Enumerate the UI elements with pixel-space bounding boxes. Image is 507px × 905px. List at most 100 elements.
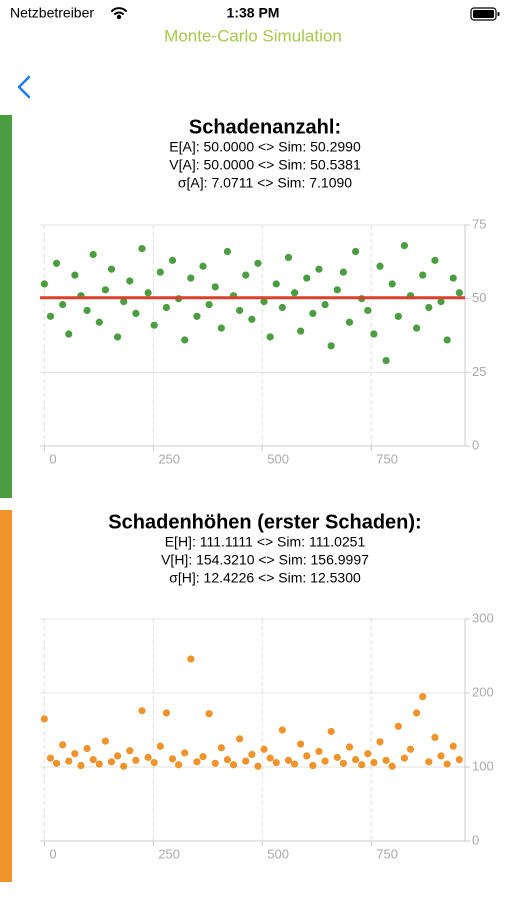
data-point: [284, 253, 293, 262]
data-point: [400, 242, 409, 250]
chart-subtitle: σ[A]: 7.0711 <> Sim: 7.1090: [178, 175, 352, 191]
data-point: [83, 306, 91, 315]
data-point: [376, 738, 384, 746]
data-point: [321, 757, 329, 765]
back-button[interactable]: [17, 75, 31, 99]
data-point: [40, 715, 48, 723]
data-point: [254, 259, 262, 267]
data-point: [150, 758, 158, 767]
data-point: [382, 356, 390, 365]
data-point: [71, 750, 79, 758]
data-point: [278, 726, 286, 734]
data-point: [223, 756, 232, 764]
data-point: [126, 747, 134, 755]
data-point: [168, 755, 177, 763]
data-point: [199, 753, 207, 761]
data-point: [236, 735, 244, 743]
y-tick-label: 0: [472, 437, 479, 452]
data-point: [290, 289, 299, 297]
data-point: [89, 250, 97, 259]
data-point: [168, 256, 177, 264]
data-point: [364, 306, 372, 315]
data-point: [199, 262, 207, 270]
data-point: [132, 756, 140, 764]
data-point: [425, 303, 433, 312]
chart-title: Schadenanzahl:: [189, 116, 341, 138]
data-point: [333, 753, 341, 761]
data-point: [345, 318, 354, 326]
data-point: [162, 303, 171, 312]
data-point: [120, 298, 128, 306]
data-point: [297, 327, 305, 335]
data-point: [315, 747, 323, 756]
x-tick-label: 500: [267, 451, 289, 466]
clock: 1:38 PM: [227, 5, 280, 21]
data-point: [126, 277, 134, 285]
data-point: [46, 312, 55, 320]
chart-subtitle: V[H]: 154.3210 <> Sim: 156.9997: [161, 552, 369, 568]
data-point: [52, 259, 61, 267]
data-point: [449, 742, 457, 750]
data-point: [40, 280, 48, 288]
data-point: [150, 321, 158, 329]
data-point: [376, 262, 384, 270]
data-point: [52, 759, 61, 767]
data-point: [89, 756, 97, 764]
data-point: [327, 727, 335, 736]
data-point: [175, 761, 183, 769]
data-point: [144, 753, 152, 761]
data-point: [83, 744, 91, 753]
data-point: [181, 749, 189, 757]
data-point: [284, 756, 293, 764]
x-tick-label: 750: [376, 451, 398, 466]
data-point: [272, 280, 280, 288]
data-point: [266, 754, 274, 762]
data-point: [254, 762, 262, 770]
data-point: [309, 761, 317, 770]
data-point: [156, 742, 164, 750]
data-point: [107, 758, 116, 766]
data-point: [248, 315, 256, 323]
wifi-icon: [111, 7, 127, 20]
data-point: [211, 283, 219, 291]
data-point: [242, 757, 250, 765]
data-point: [419, 271, 427, 279]
data-point: [290, 760, 299, 768]
y-tick-label: 50: [472, 290, 486, 305]
data-point: [437, 752, 445, 760]
data-point: [181, 336, 189, 344]
y-tick-label: 200: [472, 684, 494, 699]
data-point: [217, 324, 225, 332]
nav-title: Monte-Carlo Simulation: [164, 26, 342, 45]
data-point: [205, 300, 213, 309]
data-point: [339, 759, 347, 767]
data-point: [193, 758, 201, 766]
y-tick-label: 25: [472, 364, 486, 379]
data-point: [455, 756, 463, 764]
data-point: [132, 309, 140, 317]
data-point: [321, 300, 329, 309]
data-point: [394, 722, 402, 730]
data-point: [248, 750, 256, 759]
data-point: [46, 754, 55, 762]
section-bar: [0, 115, 12, 498]
data-point: [382, 756, 390, 764]
data-point: [358, 761, 366, 769]
y-tick-label: 100: [472, 758, 494, 773]
section-bar: [0, 510, 12, 882]
data-point: [260, 745, 268, 753]
data-point: [193, 312, 201, 320]
data-point: [205, 710, 213, 718]
data-point: [339, 268, 347, 276]
carrier: Netzbetreiber: [10, 5, 94, 21]
x-tick-label: 750: [376, 846, 398, 861]
y-tick-label: 0: [472, 832, 479, 847]
data-point: [187, 274, 195, 282]
data-point: [95, 318, 103, 326]
data-point: [388, 280, 396, 288]
data-point: [351, 247, 360, 256]
y-tick-label: 300: [472, 610, 494, 625]
